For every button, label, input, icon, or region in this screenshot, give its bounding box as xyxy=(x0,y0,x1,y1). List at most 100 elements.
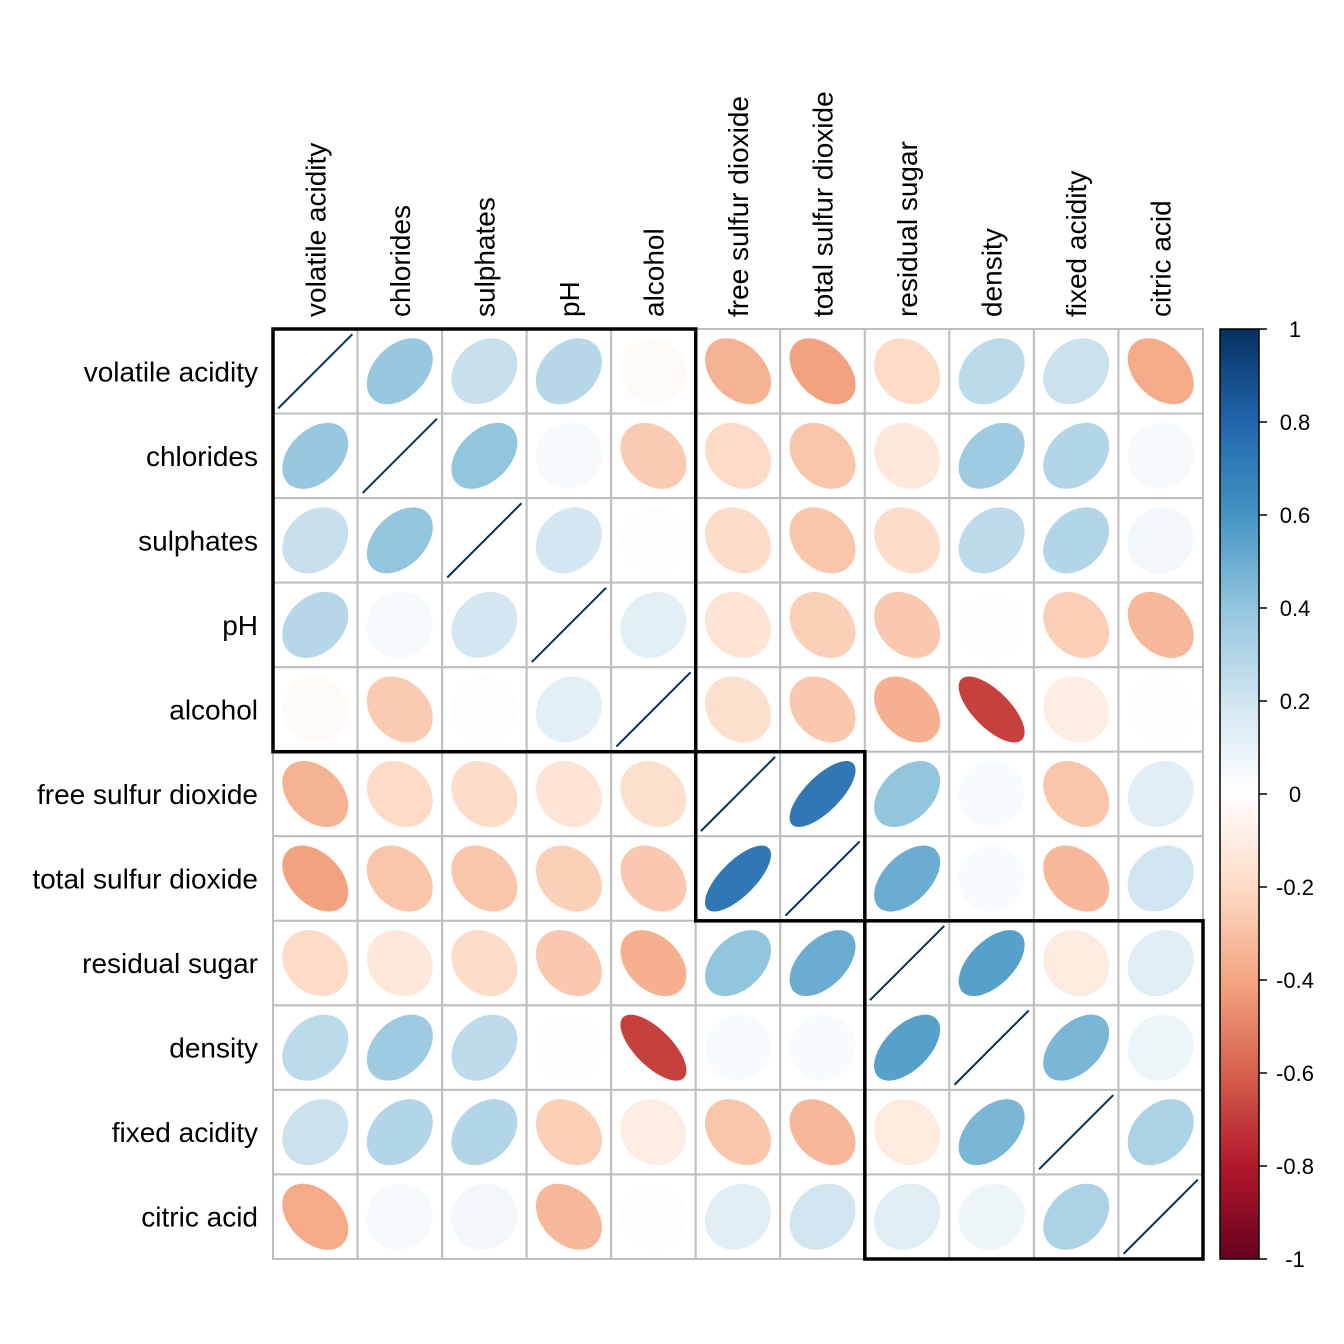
ellipse-citric-acid-residual-sugar xyxy=(874,1183,941,1250)
ellipse-total-sulfur-dioxide-density xyxy=(958,845,1025,912)
ellipse-free-sulfur-dioxide-residual-sugar xyxy=(874,760,941,828)
ellipse-density-total-sulfur-dioxide xyxy=(789,1014,856,1081)
colorbar-tick-label: 0 xyxy=(1289,782,1301,807)
row-label-alcohol: alcohol xyxy=(169,694,258,725)
ellipse-fixed-acidity-chlorides xyxy=(366,1099,433,1166)
colorbar-tick-label: -1 xyxy=(1285,1247,1305,1272)
ellipse-chlorides-total-sulfur-dioxide xyxy=(789,422,856,489)
row-label-residual-sugar: residual sugar xyxy=(82,948,258,979)
ellipse-citric-acid-alcohol xyxy=(620,1183,687,1250)
col-label-fixed-acidity: fixed acidity xyxy=(1061,171,1092,317)
col-label-total-sulfur-dioxide: total sulfur dioxide xyxy=(808,91,839,317)
ellipse-fixed-acidity-pH xyxy=(535,1099,602,1166)
ellipse-sulphates-sulphates xyxy=(446,502,523,579)
col-label-sulphates: sulphates xyxy=(469,197,500,317)
ellipse-pH-chlorides xyxy=(366,591,433,658)
ellipse-sulphates-alcohol xyxy=(620,507,687,574)
ellipse-chlorides-pH xyxy=(535,422,602,489)
ellipse-volatile-acidity-pH xyxy=(535,338,602,405)
ellipse-volatile-acidity-total-sulfur-dioxide xyxy=(789,338,856,405)
colorbar-tick-label: 0.8 xyxy=(1280,410,1311,435)
ellipse-volatile-acidity-density xyxy=(958,338,1025,405)
ellipse-total-sulfur-dioxide-volatile-acidity xyxy=(282,845,349,912)
ellipse-volatile-acidity-residual-sugar xyxy=(874,338,941,405)
ellipse-alcohol-density xyxy=(958,676,1025,743)
ellipse-citric-acid-fixed-acidity xyxy=(1043,1183,1110,1250)
ellipse-citric-acid-citric-acid xyxy=(1122,1178,1199,1255)
column-labels: volatile acidity chlorides sulphates pH alco… xyxy=(300,91,1176,317)
ellipse-total-sulfur-dioxide-free-sulfur-dioxide xyxy=(704,845,772,912)
ellipse-chlorides-free-sulfur-dioxide xyxy=(704,422,772,489)
ellipse-citric-acid-chlorides xyxy=(366,1183,433,1250)
ellipse-total-sulfur-dioxide-total-sulfur-dioxide xyxy=(784,840,861,917)
ellipse-pH-density xyxy=(958,591,1025,658)
ellipse-pH-citric-acid xyxy=(1127,591,1194,658)
ellipse-pH-sulphates xyxy=(451,591,518,658)
ellipse-density-fixed-acidity xyxy=(1043,1014,1110,1081)
colorbar-tick-label: 0.6 xyxy=(1280,503,1311,528)
ellipse-pH-volatile-acidity xyxy=(282,591,349,658)
ellipse-residual-sugar-pH xyxy=(535,930,602,997)
ellipse-citric-acid-pH xyxy=(535,1183,602,1250)
ellipse-total-sulfur-dioxide-alcohol xyxy=(620,845,687,912)
col-label-volatile-acidity: volatile acidity xyxy=(300,143,331,317)
colorbar-tick-label: 1 xyxy=(1289,317,1301,342)
ellipse-fixed-acidity-free-sulfur-dioxide xyxy=(704,1099,772,1166)
ellipse-pH-total-sulfur-dioxide xyxy=(789,591,856,658)
ellipse-total-sulfur-dioxide-chlorides xyxy=(366,845,433,912)
ellipse-volatile-acidity-volatile-acidity xyxy=(277,333,354,410)
ellipse-density-sulphates xyxy=(451,1014,518,1081)
ellipse-citric-acid-free-sulfur-dioxide xyxy=(704,1183,772,1250)
row-label-fixed-acidity: fixed acidity xyxy=(112,1117,258,1148)
ellipse-residual-sugar-citric-acid xyxy=(1127,930,1194,997)
ellipse-total-sulfur-dioxide-fixed-acidity xyxy=(1043,845,1110,912)
ellipse-fixed-acidity-total-sulfur-dioxide xyxy=(789,1099,856,1166)
ellipse-citric-acid-total-sulfur-dioxide xyxy=(789,1183,856,1250)
colorbar-tick-label: -0.2 xyxy=(1276,875,1314,900)
ellipse-volatile-acidity-free-sulfur-dioxide xyxy=(704,338,772,405)
ellipse-residual-sugar-alcohol xyxy=(620,930,687,997)
ellipse-residual-sugar-total-sulfur-dioxide xyxy=(789,930,856,997)
row-label-chlorides: chlorides xyxy=(146,441,258,472)
ellipse-alcohol-free-sulfur-dioxide xyxy=(704,676,772,743)
cluster-rect-2 xyxy=(693,749,867,923)
ellipse-pH-free-sulfur-dioxide xyxy=(704,591,772,658)
ellipse-fixed-acidity-sulphates xyxy=(451,1099,518,1166)
colorbar-tick-label: 0.2 xyxy=(1280,689,1311,714)
ellipse-free-sulfur-dioxide-sulphates xyxy=(451,760,518,828)
colorbar-gradient xyxy=(1219,328,1260,1260)
col-label-citric-acid: citric acid xyxy=(1146,200,1177,317)
row-label-pH: pH xyxy=(222,610,258,641)
ellipse-density-alcohol xyxy=(620,1014,687,1081)
ellipse-alcohol-alcohol xyxy=(615,671,692,748)
ellipse-residual-sugar-fixed-acidity xyxy=(1043,930,1110,997)
col-label-chlorides: chlorides xyxy=(385,205,416,317)
cluster-rect-1 xyxy=(271,327,698,754)
ellipse-alcohol-sulphates xyxy=(451,676,518,743)
ellipse-alcohol-pH xyxy=(535,676,602,743)
ellipse-free-sulfur-dioxide-total-sulfur-dioxide xyxy=(789,760,856,828)
ellipse-chlorides-fixed-acidity xyxy=(1043,422,1110,489)
ellipse-alcohol-residual-sugar xyxy=(874,676,941,743)
ellipse-free-sulfur-dioxide-free-sulfur-dioxide xyxy=(700,756,776,832)
ellipse-alcohol-fixed-acidity xyxy=(1043,676,1110,743)
ellipse-residual-sugar-volatile-acidity xyxy=(282,930,349,997)
ellipse-fixed-acidity-alcohol xyxy=(620,1099,687,1166)
ellipse-chlorides-density xyxy=(958,422,1025,489)
colorbar-tick-label: -0.4 xyxy=(1276,968,1314,993)
ellipse-sulphates-free-sulfur-dioxide xyxy=(704,507,772,574)
colorbar-tick-label: -0.8 xyxy=(1276,1154,1314,1179)
ellipse-density-pH xyxy=(535,1014,602,1081)
ellipse-citric-acid-sulphates xyxy=(451,1183,518,1250)
cluster-rect-3 xyxy=(863,919,1205,1261)
ellipse-chlorides-volatile-acidity xyxy=(282,422,349,489)
ellipse-pH-alcohol xyxy=(620,591,687,658)
ellipse-pH-residual-sugar xyxy=(874,591,941,658)
ellipse-free-sulfur-dioxide-pH xyxy=(535,760,602,828)
ellipse-density-free-sulfur-dioxide xyxy=(704,1014,772,1081)
ellipse-sulphates-chlorides xyxy=(366,507,433,574)
ellipse-residual-sugar-residual-sugar xyxy=(869,925,945,1001)
ellipse-density-residual-sugar xyxy=(874,1014,941,1081)
row-label-citric-acid: citric acid xyxy=(141,1202,258,1233)
